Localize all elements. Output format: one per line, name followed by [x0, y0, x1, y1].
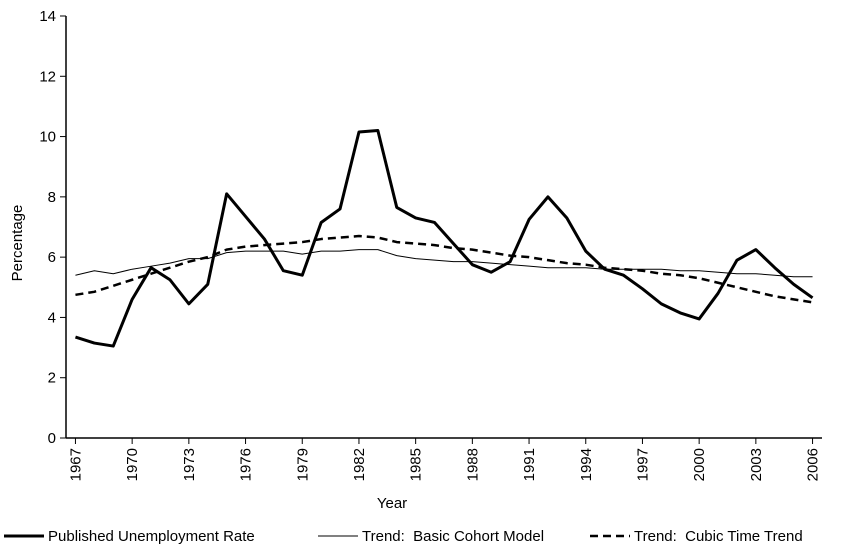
x-tick-label: 1988	[464, 448, 481, 481]
x-tick-label: 1976	[238, 448, 255, 481]
y-tick-label: 12	[39, 68, 56, 85]
y-tick-label: 4	[48, 309, 56, 326]
legend-label: Published Unemployment Rate	[48, 528, 255, 545]
x-tick-label: 2000	[691, 448, 708, 481]
y-tick-label: 10	[39, 129, 56, 146]
x-tick-label: 1967	[67, 448, 84, 481]
y-tick-label: 8	[48, 189, 56, 206]
x-tick-label: 2006	[805, 448, 822, 481]
x-tick-label: 1994	[578, 448, 595, 481]
x-tick-label: 1991	[521, 448, 538, 481]
series-line	[75, 234, 813, 304]
y-tick-label: 14	[39, 8, 56, 25]
x-tick-label: 2003	[748, 448, 765, 481]
y-tick-label: 6	[48, 249, 56, 266]
x-tick-label: 1970	[124, 448, 141, 481]
x-tick-label: 1979	[294, 448, 311, 481]
y-tick-label: 0	[48, 430, 56, 447]
series-line	[74, 129, 814, 348]
x-tick-label: 1997	[634, 448, 651, 481]
x-axis-label: Year	[377, 495, 407, 512]
x-tick-label: 1985	[408, 448, 425, 481]
legend-label: Trend: Basic Cohort Model	[362, 528, 544, 545]
y-axis-label: Percentage	[9, 205, 26, 282]
legend-label: Trend: Cubic Time Trend	[634, 528, 803, 545]
x-tick-label: 1973	[181, 448, 198, 481]
series-line	[75, 249, 813, 278]
x-tick-label: 1982	[351, 448, 368, 481]
y-tick-label: 2	[48, 370, 56, 387]
